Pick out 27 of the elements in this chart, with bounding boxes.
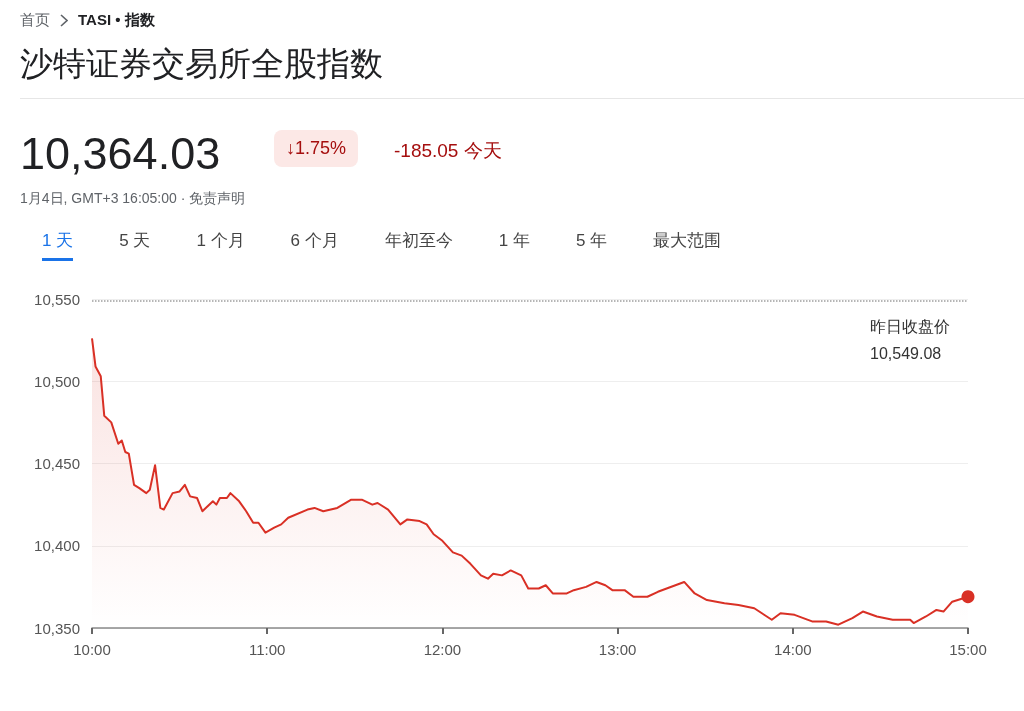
x-tick-label: 14:00	[774, 641, 812, 658]
x-tick-label: 10:00	[73, 641, 111, 658]
y-tick-label: 10,350	[34, 619, 80, 637]
x-tick-label: 13:00	[598, 641, 637, 658]
text: 1月4日, GMT+3 16:05:00 · 免责声明	[20, 190, 246, 208]
text: 1 年	[498, 230, 530, 252]
y-tick-label: 10,400	[34, 537, 80, 555]
y-tick-label: 10,550	[34, 290, 80, 308]
text: 5 年	[575, 230, 608, 252]
x-tick-label: 15:00	[949, 641, 987, 658]
text: TASI • 指数	[78, 11, 155, 30]
text: 10,364.03	[20, 128, 221, 180]
x-tick-label: 11:00	[248, 641, 286, 658]
text: ↓1.75%	[274, 130, 359, 167]
text: 最大范围	[653, 230, 722, 252]
y-tick-label: 10,500	[34, 372, 80, 390]
text: 1 个月	[196, 230, 245, 252]
text: -185.05 今天	[394, 139, 502, 163]
chart-title: 沙特证券交易所全股指数	[20, 44, 383, 84]
text: 首页	[20, 11, 50, 30]
ref-line-label: 昨日收盘价 10,549.08	[870, 317, 955, 362]
y-tick-label: 10,450	[34, 455, 80, 472]
x-tick-label: 12:00	[423, 641, 462, 658]
text: 1 天	[42, 229, 74, 261]
text: 5 天	[119, 230, 151, 252]
text: 6 个月	[290, 230, 339, 252]
text: 年初至今	[384, 230, 453, 252]
